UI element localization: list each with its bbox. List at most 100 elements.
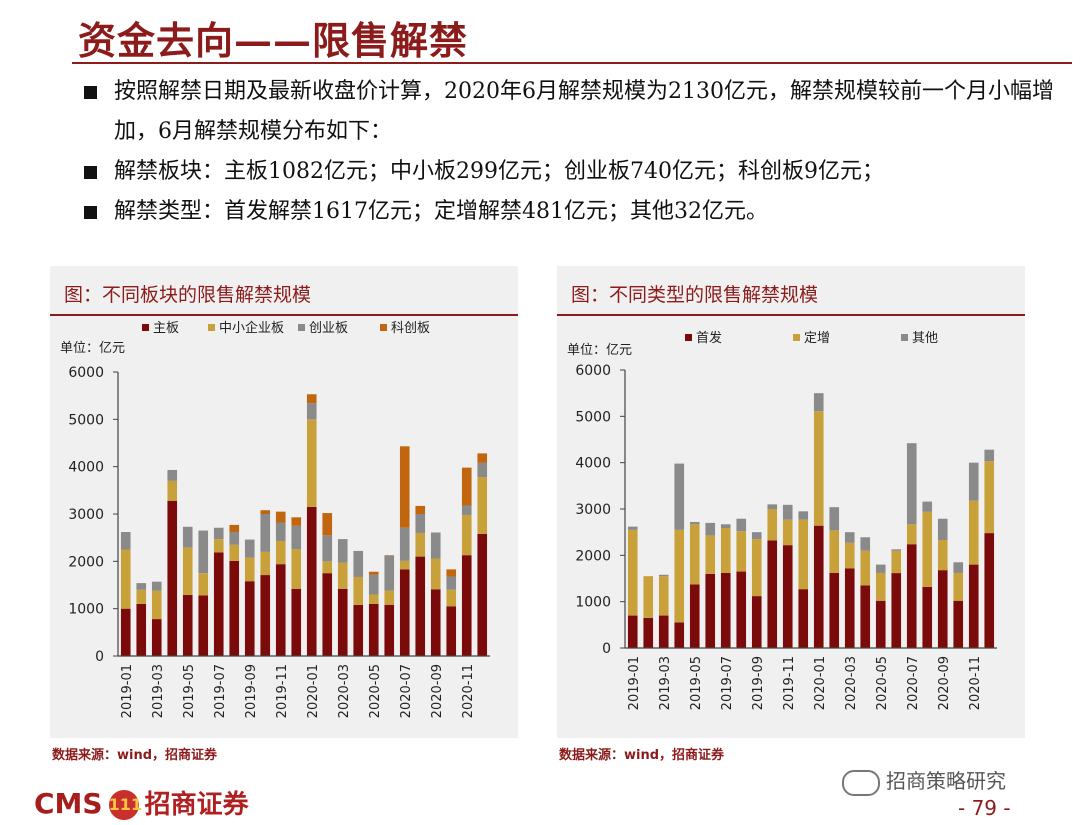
logo-badge-icon: 111: [108, 790, 142, 820]
bar-segment: [384, 604, 395, 656]
bar-segment: [151, 590, 162, 620]
x-tick-label: 2020-05: [368, 664, 383, 718]
wechat-account: 招商策略研究: [842, 765, 1006, 796]
bar-segment: [984, 449, 995, 462]
legend-swatch: [793, 334, 800, 341]
bar-segment: [353, 604, 364, 656]
bar-segment: [658, 615, 669, 648]
bar-segment: [968, 564, 979, 648]
y-tick-label: 3000: [575, 502, 611, 518]
x-tick-label: 2019-07: [720, 656, 735, 710]
x-tick-label: 2019-03: [151, 664, 166, 718]
x-tick-label: 2019-09: [244, 664, 259, 718]
bar-segment: [430, 558, 441, 590]
legend-swatch: [685, 334, 692, 341]
bar-segment: [627, 615, 638, 648]
bar-segment: [461, 514, 472, 556]
bar-segment: [953, 572, 964, 601]
bullet-square-icon: [84, 206, 97, 219]
y-tick-label: 0: [95, 649, 104, 665]
title-rule: [72, 62, 1072, 64]
bar-segment: [151, 619, 162, 656]
chart-panel-board: 图：不同板块的限售解禁规模 主板 中小企业板 创业板 科创板 单位：亿元 0 1000 200…: [50, 266, 518, 738]
bar-segment: [968, 500, 979, 565]
bar-segment: [953, 600, 964, 648]
bar-segment: [643, 617, 654, 648]
bar-segment: [705, 522, 716, 536]
x-tick-label: 2020-09: [937, 656, 952, 710]
bar-segment: [182, 594, 193, 656]
wechat-label: 招商策略研究: [886, 769, 1006, 793]
bar-segment: [322, 561, 333, 574]
bar-segment: [798, 511, 809, 520]
bar-segment: [337, 539, 348, 563]
bar-segment: [767, 509, 778, 541]
bar-segment: [477, 477, 488, 534]
y-tick-label: 4000: [68, 460, 104, 476]
y-tick-label: 4000: [575, 456, 611, 472]
chart-title: 图：不同板块的限售解禁规模: [64, 284, 312, 306]
bar-segment: [415, 505, 426, 514]
x-tick-label: 2019-09: [751, 656, 766, 710]
bar-segment: [906, 544, 917, 648]
bar-segment: [844, 568, 855, 648]
bar-segment: [643, 576, 654, 618]
y-tick-label: 1000: [575, 595, 611, 611]
bar-segment: [368, 603, 379, 656]
bar-segment: [120, 531, 131, 550]
bar-segment: [891, 573, 902, 648]
bar-segment: [275, 540, 286, 565]
bar-segment: [213, 552, 224, 656]
bar-segment: [844, 532, 855, 543]
bar-segment: [446, 569, 457, 577]
x-tick-label: 2019-11: [275, 664, 290, 718]
bar-segment: [798, 519, 809, 590]
source-note: 数据来源：wind，招商证券: [52, 748, 218, 763]
unit-label: 单位：亿元: [60, 341, 125, 356]
bar-segment: [813, 393, 824, 412]
bar-segment: [860, 537, 871, 551]
bar-segment: [767, 540, 778, 648]
legend-label: 其他: [912, 331, 938, 346]
legend-label: 中小企业板: [219, 320, 284, 336]
bar-segment: [922, 511, 933, 587]
bar-segment: [291, 588, 302, 656]
bar-segment: [844, 542, 855, 569]
bar-segment: [922, 586, 933, 648]
bar-segment: [736, 518, 747, 532]
y-tick-label: 5000: [575, 409, 611, 425]
bar-segment: [260, 575, 271, 656]
x-tick-label: 2020-11: [461, 664, 476, 718]
bar-segment: [291, 525, 302, 550]
bar-segment: [658, 574, 669, 577]
legend-swatch: [208, 324, 215, 331]
bar-segment: [337, 588, 348, 656]
bar-segment: [477, 462, 488, 478]
bar-segment: [767, 504, 778, 509]
bar-segment: [291, 517, 302, 526]
bullet-square-icon: [84, 166, 97, 179]
bar-segment: [229, 531, 240, 545]
bar-segment: [244, 581, 255, 656]
bar-segment: [922, 501, 933, 512]
bar-segment: [891, 550, 902, 574]
page-title: 资金去向——限售解禁: [78, 18, 469, 63]
source-note: 数据来源：wind，招商证券: [559, 748, 725, 763]
bar-segment: [167, 500, 178, 656]
x-tick-label: 2020-05: [875, 656, 890, 710]
bar-segment: [627, 529, 638, 616]
bar-segment: [291, 549, 302, 589]
bar-segment: [875, 600, 886, 648]
x-tick-label: 2020-03: [844, 656, 859, 710]
bar-segment: [368, 574, 379, 595]
bar-segment: [399, 527, 410, 561]
bar-segment: [322, 513, 333, 536]
legend-swatch: [142, 324, 149, 331]
bar-segment: [275, 511, 286, 523]
bar-segment: [260, 510, 271, 514]
x-tick-label: 2020-01: [813, 656, 828, 710]
bar-segment: [829, 530, 840, 573]
bar-segment: [229, 524, 240, 532]
